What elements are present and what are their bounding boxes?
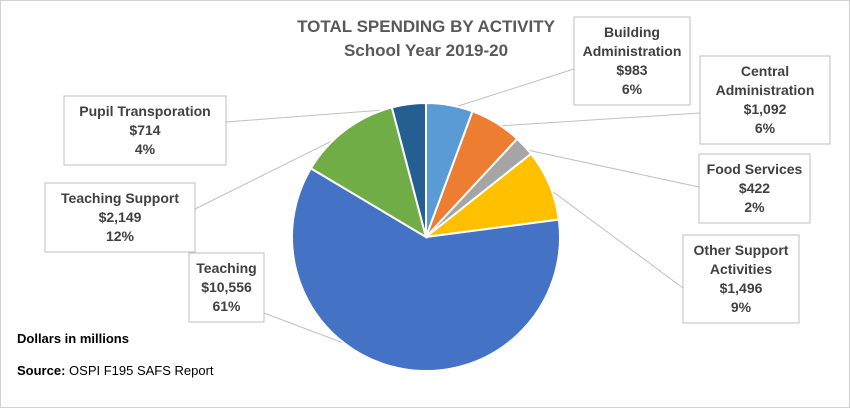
source-label: Source:: [17, 363, 66, 378]
data-label-value: $1,092: [744, 101, 787, 117]
data-labels: Building Administration $983 6% Central Admin…: [44, 16, 831, 324]
data-label-value: $714: [129, 122, 160, 138]
pie-slice-pupil-transportation: [390, 101, 427, 238]
source-text: OSPI F195 SAFS Report: [69, 363, 214, 378]
data-label-box: [44, 182, 196, 253]
chart-title: TOTAL SPENDING BY ACTIVITY: [297, 17, 556, 36]
leader-line-central-administration: [494, 112, 701, 127]
data-label-percent: 61%: [212, 298, 241, 314]
data-label-box: [188, 252, 265, 323]
data-label-name-part: Administration: [583, 43, 682, 59]
data-label-box: [573, 16, 691, 106]
data-label-name-part: Central: [741, 63, 789, 79]
data-label-name: Teaching Support: [61, 190, 179, 206]
leader-line-food-services: [521, 148, 700, 188]
data-label-value: $1,496: [720, 280, 763, 296]
data-label-name-part: Administration: [716, 82, 815, 98]
data-label-percent: 4%: [135, 141, 156, 157]
leader-line-teaching-support: [194, 132, 349, 210]
data-label-box: [682, 234, 800, 324]
data-label-percent: 6%: [622, 81, 643, 97]
units-note: Dollars in millions: [17, 331, 129, 346]
leader-line-other-support-activities: [545, 185, 684, 289]
data-label-name: Pupil Transporation: [79, 103, 210, 119]
data-label-percent: 2%: [744, 199, 765, 215]
data-label-pupil-transportation: Pupil Transporation $714 4%: [63, 95, 227, 166]
chart-subtitle: School Year 2019-20: [344, 41, 508, 60]
leader-line-building-administration: [448, 68, 575, 110]
data-label-teaching-support: Teaching Support $2,149 12%: [44, 182, 196, 253]
data-label-percent: 6%: [755, 120, 776, 136]
data-label-box: [698, 153, 811, 224]
data-label-name: Food Services: [707, 161, 803, 177]
data-label-name-part: Activities: [710, 261, 772, 277]
data-label-central-administration: Central Administration $1,092 6%: [699, 55, 831, 145]
data-label-box: [63, 95, 227, 166]
pie-slices: [291, 101, 561, 372]
data-label-teaching: Teaching $10,556 61%: [188, 252, 265, 323]
data-label-building-administration: Building Administration $983 6%: [573, 16, 691, 106]
data-label-percent: 9%: [731, 299, 752, 315]
data-label-value: $2,149: [99, 209, 142, 225]
data-label-value: $422: [739, 180, 770, 196]
data-label-name-part: Building: [604, 24, 660, 40]
data-label-value: $10,556: [201, 279, 252, 295]
data-label-percent: 12%: [106, 228, 135, 244]
pie-slice-teaching: [291, 166, 561, 372]
data-label-name-part: Other Support: [694, 242, 789, 258]
data-label-other-support-activities: Other Support Activities $1,496 9%: [682, 234, 800, 324]
leader-line-pupil-transportation: [225, 107, 410, 123]
data-label-box: [699, 55, 831, 145]
data-label-name: Teaching: [196, 260, 256, 276]
data-label-food-services: Food Services $422 2%: [698, 153, 811, 224]
data-label-value: $983: [616, 62, 647, 78]
source-note: Source: OSPI F195 SAFS Report: [17, 363, 214, 378]
pie-slice-teaching-support: [309, 106, 428, 240]
